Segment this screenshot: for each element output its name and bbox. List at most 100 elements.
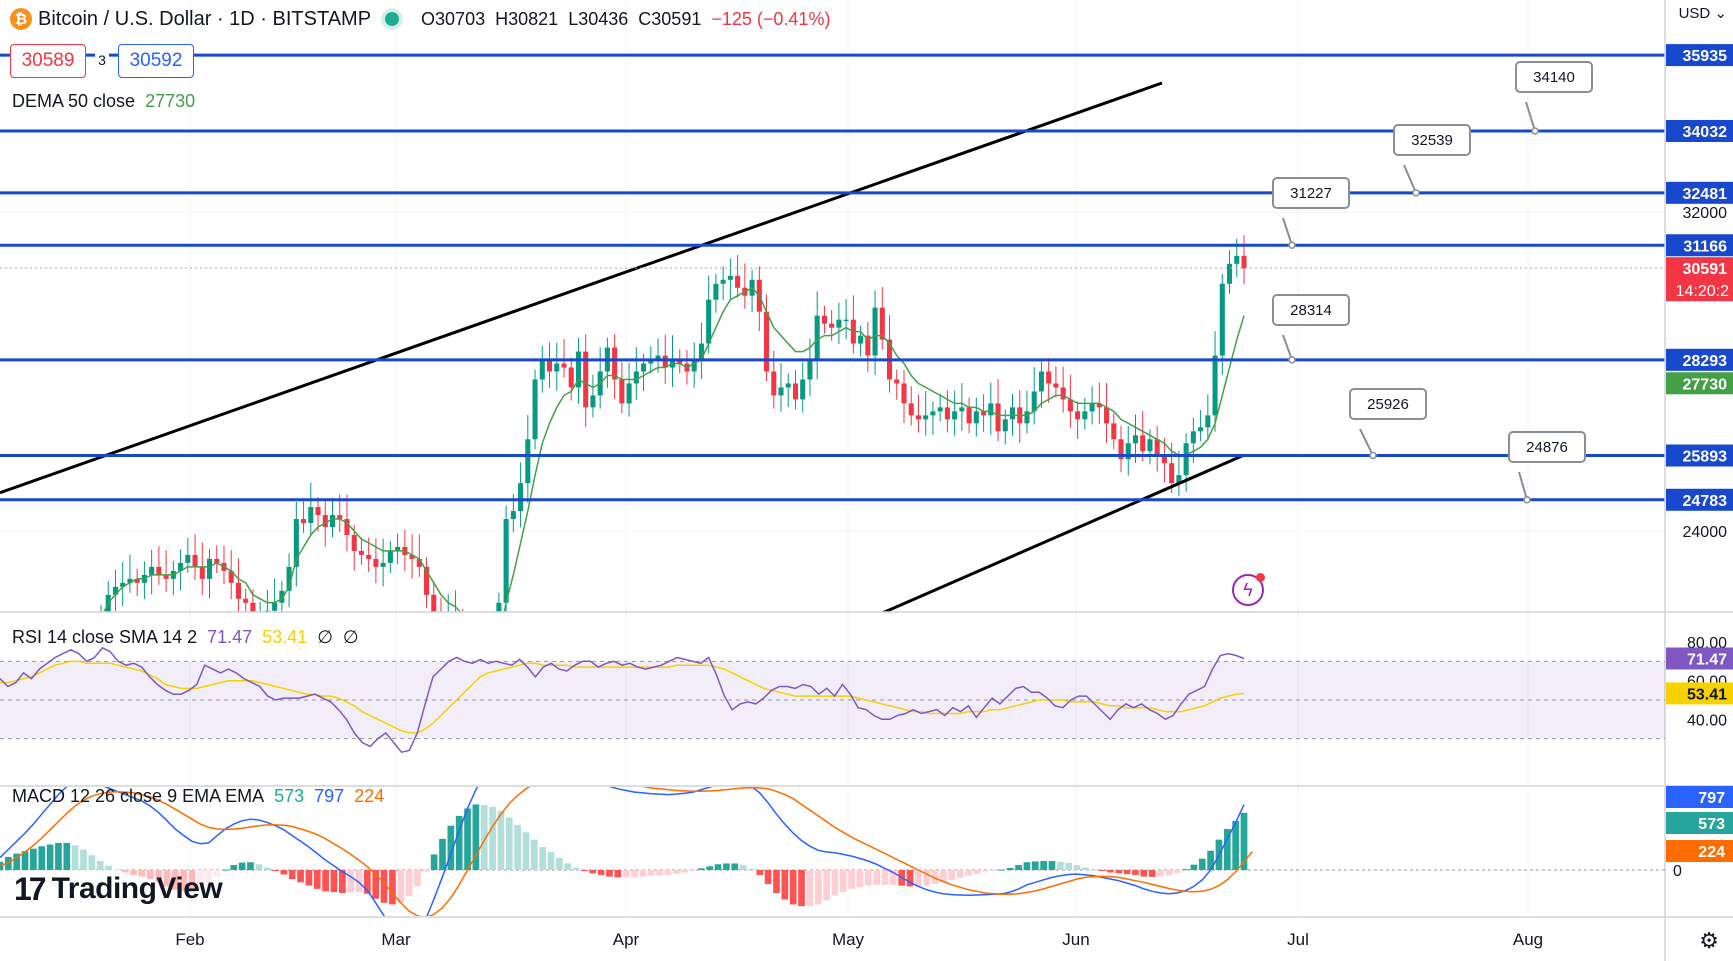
macd-histogram-bar bbox=[881, 870, 889, 885]
candle-body bbox=[1104, 407, 1110, 424]
macd-histogram-bar bbox=[238, 862, 246, 870]
candle-body bbox=[561, 363, 567, 368]
candle-body bbox=[771, 371, 777, 396]
candle-body bbox=[655, 355, 661, 360]
candle-body bbox=[894, 379, 900, 384]
candle-body bbox=[322, 515, 328, 528]
buy-price-button[interactable]: 30592 bbox=[118, 44, 194, 78]
callout-box bbox=[1393, 124, 1471, 156]
macd-histogram-bar bbox=[1132, 870, 1139, 875]
macd-histogram-bar bbox=[1031, 861, 1039, 870]
rsi-group bbox=[0, 646, 1245, 754]
macd-histogram-bar bbox=[756, 870, 764, 875]
macd-histogram-bar bbox=[1082, 867, 1089, 870]
macd-histogram-bar bbox=[723, 863, 730, 870]
macd-histogram-bar bbox=[572, 867, 580, 870]
macd-histogram-bar bbox=[80, 849, 87, 870]
candle-body bbox=[409, 554, 415, 559]
macd-histogram-bar bbox=[313, 870, 321, 889]
dema-label: DEMA 50 close bbox=[12, 91, 136, 111]
callout-anchor bbox=[1288, 356, 1296, 364]
macd-histogram-bar bbox=[814, 870, 822, 905]
dema-legend[interactable]: DEMA 50 close 27730 bbox=[12, 91, 195, 112]
price-axis-tick: 24000 bbox=[1683, 524, 1728, 541]
candle-body bbox=[272, 602, 278, 611]
macd-histogram-bar bbox=[714, 864, 722, 870]
macd-histogram-bar bbox=[230, 865, 238, 870]
level-tag-label: 35935 bbox=[1683, 48, 1728, 65]
candle-body bbox=[1089, 403, 1095, 412]
candle-body bbox=[778, 387, 784, 396]
candle-body bbox=[1009, 407, 1016, 420]
macd-histogram-bar bbox=[21, 851, 29, 870]
macd-histogram-bar bbox=[1207, 850, 1214, 870]
ohlc-change: −125 (−0.41%) bbox=[711, 8, 831, 29]
sell-price-button[interactable]: 30589 bbox=[10, 44, 86, 78]
macd-histogram-bar bbox=[998, 869, 1006, 871]
macd-histogram-bar bbox=[990, 870, 997, 871]
candle-body bbox=[554, 363, 560, 372]
macd-histogram-bar bbox=[948, 870, 956, 880]
rsi-axis-tick: 40.00 bbox=[1687, 712, 1727, 729]
time-axis-tick: Mar bbox=[381, 930, 411, 949]
candle-body bbox=[380, 562, 386, 567]
candle-body bbox=[829, 323, 835, 328]
macd-histogram-bar bbox=[981, 870, 989, 872]
macd-histogram-bar bbox=[96, 860, 104, 870]
candle-body bbox=[1031, 391, 1037, 412]
time-axis-tick: Apr bbox=[613, 930, 640, 949]
candle-body bbox=[959, 407, 965, 412]
last-price-tag bbox=[1666, 257, 1733, 302]
candle-body bbox=[539, 359, 545, 380]
macd-histogram-bar bbox=[55, 842, 62, 870]
macd-histogram-bar bbox=[798, 870, 805, 907]
macd-histogram-bar bbox=[338, 870, 346, 893]
candle-body bbox=[351, 534, 357, 551]
currency-selector[interactable]: USD ⌄ bbox=[1678, 5, 1727, 22]
macd-histogram-bar bbox=[71, 845, 79, 870]
symbol-title: Bitcoin / U.S. Dollar · 1D · BITSTAMP bbox=[38, 7, 372, 30]
candle-body bbox=[358, 550, 364, 555]
macd-histogram-bar bbox=[856, 870, 864, 888]
macd-histogram-bar bbox=[956, 870, 964, 878]
macd-histogram-bar bbox=[505, 817, 513, 870]
macd-histogram-bar bbox=[706, 866, 714, 870]
candle-body bbox=[1190, 431, 1196, 444]
level-tag bbox=[1666, 348, 1733, 371]
candle-body bbox=[1125, 443, 1131, 460]
ohlc-low: L30436 bbox=[568, 8, 629, 29]
macd-histogram-bar bbox=[940, 870, 947, 883]
candle-body bbox=[199, 566, 205, 579]
candle-body bbox=[1060, 387, 1066, 400]
callout-pointer bbox=[1518, 471, 1528, 501]
symbol-header[interactable]: ₿ Bitcoin / U.S. Dollar · 1D · BITSTAMP … bbox=[10, 4, 830, 34]
callout-pointer bbox=[1403, 164, 1417, 194]
candle-body bbox=[250, 602, 256, 612]
dema-line bbox=[103, 286, 1245, 612]
candle-body bbox=[163, 574, 169, 579]
candle-body bbox=[235, 582, 241, 599]
macd-histogram-bar bbox=[931, 870, 939, 884]
candle-body bbox=[662, 355, 668, 368]
macd-histogram-bar bbox=[414, 870, 421, 887]
spread-value: 3 bbox=[95, 44, 109, 76]
macd-histogram-bar bbox=[322, 870, 329, 892]
flash-alert-icon[interactable]: ϟ bbox=[1232, 573, 1265, 606]
settings-gear-icon[interactable]: ⚙ bbox=[1699, 928, 1719, 953]
rsi-legend[interactable]: RSI 14 close SMA 14 2 71.47 53.41 ∅ ∅ bbox=[12, 627, 359, 648]
candle-body bbox=[908, 403, 914, 416]
macd-histogram-bar bbox=[389, 870, 396, 905]
candle-body bbox=[966, 407, 972, 424]
macd-hist-tag-label: 573 bbox=[1698, 816, 1725, 833]
macd-histogram-bar bbox=[873, 870, 880, 885]
candle-body bbox=[858, 335, 864, 344]
rsi-sma-tag bbox=[1666, 682, 1733, 705]
tradingview-wordmark: TradingView bbox=[51, 872, 223, 905]
macd-histogram-bar bbox=[1056, 861, 1064, 870]
callout-anchor bbox=[1412, 189, 1420, 197]
macd-legend[interactable]: MACD 12 26 close 9 EMA EMA 573 797 224 bbox=[12, 786, 384, 807]
candle-body bbox=[1241, 255, 1247, 269]
candle-body bbox=[915, 415, 921, 420]
callout-pointer bbox=[1282, 217, 1293, 246]
